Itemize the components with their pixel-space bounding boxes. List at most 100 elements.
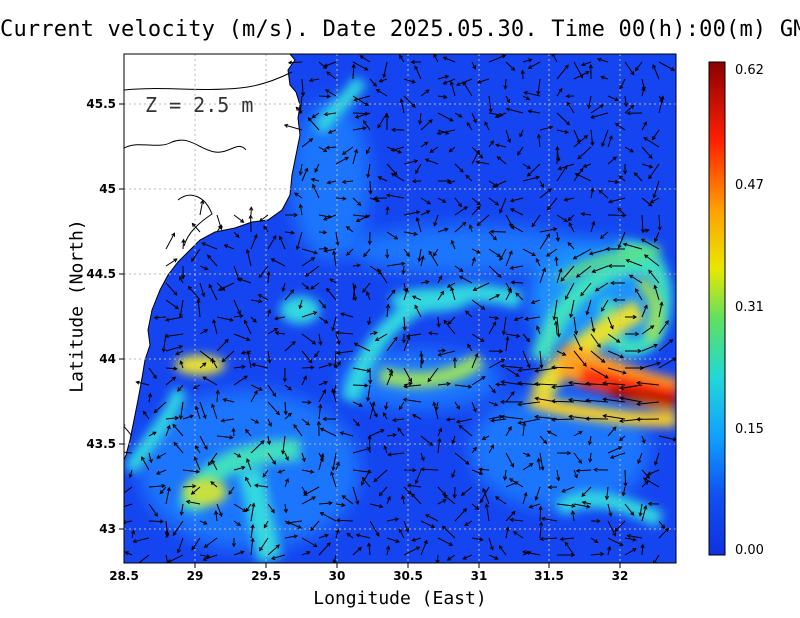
current-arrow [458, 425, 473, 437]
current-arrow [233, 551, 244, 556]
current-arrow [658, 302, 663, 318]
current-arrow-head [322, 216, 328, 221]
current-arrow [590, 316, 595, 332]
current-arrow-head [411, 414, 417, 418]
current-arrow-head [614, 527, 619, 532]
current-arrow-head [602, 397, 607, 402]
current-arrow-head [229, 435, 234, 440]
current-arrow-head [159, 490, 164, 495]
current-arrow [165, 367, 177, 370]
current-arrow [488, 401, 498, 406]
current-arrow-head [221, 358, 226, 363]
current-arrow [414, 305, 422, 318]
current-arrow [142, 411, 150, 420]
current-arrow-head [500, 414, 505, 419]
current-arrow-head [447, 320, 452, 325]
current-arrow-head [211, 358, 216, 364]
current-arrow-head [200, 199, 205, 205]
current-arrow-head [567, 241, 572, 247]
current-arrow-head [563, 218, 568, 223]
current-arrow-head [148, 458, 153, 464]
current-arrow-head [332, 250, 337, 255]
current-arrow [318, 248, 328, 250]
current-arrow [402, 495, 405, 505]
current-arrow-head [481, 436, 487, 440]
current-arrow [556, 129, 569, 133]
current-arrow [335, 529, 339, 539]
current-arrow-head [203, 543, 208, 548]
current-arrow [522, 350, 531, 368]
current-arrow [215, 511, 218, 522]
current-arrow [318, 534, 329, 539]
current-arrow [436, 554, 439, 563]
current-arrow-head [622, 170, 628, 175]
current-arrow-head [446, 283, 452, 288]
current-arrow [195, 406, 201, 420]
current-arrow-head [428, 250, 433, 255]
current-arrow [352, 447, 371, 454]
current-arrow-head [652, 194, 657, 199]
current-arrow-head [600, 307, 605, 312]
current-arrow [443, 320, 456, 335]
current-arrow-head [623, 482, 628, 487]
current-arrow-head [490, 444, 495, 449]
current-arrow [590, 553, 604, 556]
current-arrow [386, 231, 398, 240]
current-arrow [641, 238, 660, 250]
current-arrow-head [336, 350, 341, 355]
current-arrow [373, 469, 388, 482]
current-arrow [641, 163, 653, 168]
current-arrow-head [635, 331, 640, 337]
current-arrow [471, 469, 483, 475]
current-arrow [216, 316, 233, 321]
current-arrow [572, 511, 575, 522]
current-arrow [505, 214, 515, 230]
current-arrow-head [580, 292, 585, 297]
current-arrow [488, 265, 502, 278]
current-arrow [619, 435, 626, 441]
current-arrow [165, 333, 184, 337]
current-arrow [534, 383, 558, 386]
current-arrow [634, 172, 643, 182]
current-arrow [323, 214, 337, 221]
current-arrow [658, 520, 665, 529]
current-arrow [403, 486, 412, 495]
current-arrow-head [251, 362, 256, 367]
current-arrow-head [547, 188, 552, 193]
current-arrow-head [462, 555, 467, 560]
current-arrow [177, 537, 184, 553]
current-arrow-head [322, 389, 326, 394]
colorbar-tick-label: 0.62 [735, 63, 764, 78]
current-arrow-head [368, 379, 373, 385]
current-arrow-head [480, 338, 485, 342]
current-arrow [403, 398, 422, 403]
current-arrow-head [629, 148, 634, 153]
current-arrow-head [246, 350, 251, 355]
current-arrow-head [385, 193, 391, 198]
current-arrow-head [295, 106, 300, 111]
current-arrow [250, 418, 259, 424]
current-arrow-head [561, 351, 567, 356]
current-arrow [420, 435, 433, 446]
current-arrow-head [526, 165, 532, 170]
current-arrow [334, 350, 337, 368]
current-arrow-head [660, 524, 666, 530]
current-arrow [369, 180, 372, 194]
y-tick-label: 45.5 [86, 97, 116, 111]
current-arrow [600, 231, 609, 239]
current-arrow-head [458, 113, 463, 118]
current-arrow-head [437, 352, 442, 357]
current-arrow-head [241, 465, 246, 470]
current-arrow [420, 141, 428, 148]
current-arrow-head [215, 389, 220, 395]
current-arrow [488, 359, 505, 369]
current-arrow-head [272, 392, 277, 398]
x-tick-label: 31 [471, 569, 488, 583]
current-arrow [299, 163, 303, 175]
current-arrow [167, 554, 184, 563]
current-arrow [624, 146, 634, 153]
current-arrow [495, 496, 507, 505]
current-arrow-head [378, 78, 383, 83]
current-arrow-head [490, 418, 495, 423]
current-arrow [556, 503, 575, 507]
